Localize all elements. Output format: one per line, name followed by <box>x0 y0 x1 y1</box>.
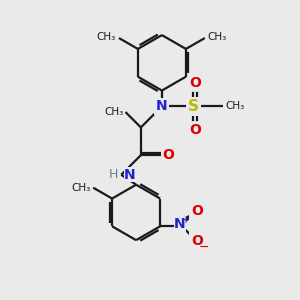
Text: N: N <box>124 168 136 182</box>
Text: O: O <box>190 123 202 137</box>
Text: O: O <box>191 204 203 218</box>
Text: S: S <box>188 99 199 114</box>
Text: O: O <box>163 148 175 162</box>
Text: N: N <box>156 99 168 113</box>
Text: CH₃: CH₃ <box>97 32 116 42</box>
Text: −: − <box>199 241 209 254</box>
Text: H: H <box>109 168 118 181</box>
Text: +: + <box>181 215 189 225</box>
Text: CH₃: CH₃ <box>208 32 227 42</box>
Text: CH₃: CH₃ <box>225 101 244 111</box>
Text: O: O <box>191 234 203 248</box>
Text: CH₃: CH₃ <box>104 107 124 117</box>
Text: O: O <box>190 76 202 90</box>
Text: CH₃: CH₃ <box>71 183 90 193</box>
Text: N: N <box>174 217 186 231</box>
